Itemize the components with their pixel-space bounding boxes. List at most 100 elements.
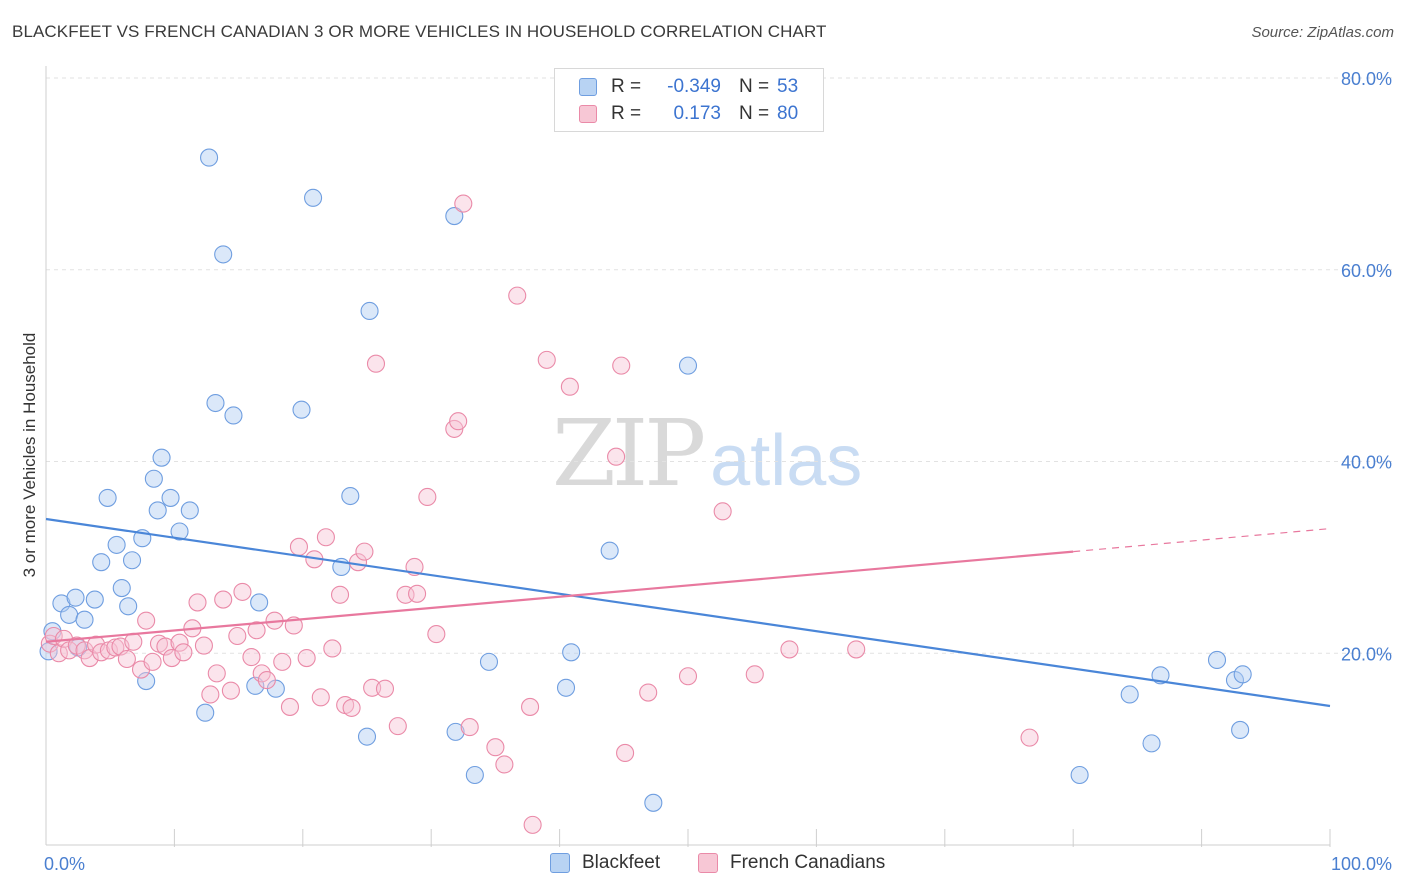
french-canadian-point (612, 356, 631, 375)
french-canadian-trend-extension (1073, 528, 1331, 553)
blackfeet-point (479, 652, 499, 671)
blackfeet-point (341, 486, 360, 506)
blackfeet-point (446, 722, 465, 741)
legend-r-label: R = (611, 103, 642, 124)
french-canadian-point (780, 640, 799, 659)
blackfeet-point (678, 356, 698, 375)
blackfeet-point (600, 541, 619, 560)
french-legend-label: French Canadians (730, 852, 886, 873)
french-canadian-point (214, 590, 233, 609)
french-canadian-point (194, 636, 213, 655)
french-canadian-point (174, 643, 193, 662)
french-canadian-point (311, 688, 330, 707)
blackfeet-point (1207, 650, 1227, 670)
french-canadian-point (143, 652, 162, 671)
french-canadian-point (162, 648, 181, 668)
blackfeet-legend-label: Blackfeet (582, 852, 661, 873)
chart-title: BLACKFEET VS FRENCH CANADIAN 3 OR MORE V… (12, 22, 827, 41)
blackfeet-point (200, 148, 219, 167)
blackfeet-point (357, 727, 377, 746)
french-canadian-point (537, 350, 556, 369)
blackfeet-trend-line (45, 517, 1331, 708)
source-credit: Source: ZipAtlas.com (1251, 24, 1394, 41)
legend-r-value: 0.173 (673, 103, 721, 124)
blackfeet-point (66, 588, 85, 607)
blackfeet-point (180, 501, 199, 520)
french-canadian-point (495, 755, 514, 774)
blackfeet-point (304, 188, 323, 207)
blackfeet-point (1233, 665, 1252, 684)
blackfeet-point (92, 553, 111, 572)
blackfeet-point (250, 593, 269, 612)
french-canadian-point (449, 412, 468, 431)
blackfeet-point (206, 393, 225, 413)
french-canadian-point (388, 717, 407, 736)
watermark-zip: ZIP (552, 400, 706, 507)
french-canadian-point (486, 738, 505, 757)
blackfeet-point (224, 406, 243, 425)
french-canadian-point (366, 354, 386, 373)
french-canadian-point (454, 194, 473, 213)
blackfeet-swatch (579, 78, 597, 96)
french-canadian-point (124, 632, 143, 651)
french-canadian-point (323, 639, 342, 658)
french-canadian-point (342, 698, 361, 717)
legend-n-value: 80 (777, 103, 799, 124)
blackfeet-legend-swatch (550, 853, 570, 873)
french-canadian-point (745, 665, 764, 684)
french-canadian-point (375, 679, 395, 698)
french-canadian-point (330, 585, 350, 604)
blackfeet-point (137, 672, 156, 691)
french-canadian-point (188, 593, 207, 612)
french-canadian-point (847, 640, 866, 659)
blackfeet-point (152, 448, 171, 467)
blackfeet-point (445, 207, 464, 226)
french-canadian-trend-line (45, 550, 1074, 643)
french-canadian-point (523, 815, 542, 834)
french-canadian-point (221, 681, 240, 700)
blackfeet-point (170, 522, 189, 541)
y-tick-label: 80.0% (1341, 69, 1392, 89)
french-canadian-point (1020, 728, 1039, 747)
bottom-legend-blackfeet: Blackfeet (550, 852, 660, 874)
blackfeet-point (119, 597, 138, 616)
y-tick-label: 20.0% (1341, 644, 1392, 664)
french-canadian-point (257, 671, 276, 690)
french-canadian-point (521, 697, 540, 716)
french-canadian-point (106, 638, 125, 657)
french-canadian-point (678, 667, 698, 686)
french-canadian-point (201, 685, 220, 704)
french-canadian-point (560, 377, 579, 396)
blackfeet-point (196, 703, 215, 722)
legend-n-value: 53 (777, 76, 799, 97)
y-tick-label: 60.0% (1341, 261, 1392, 281)
french-canadian-point (607, 447, 626, 466)
blackfeet-point (556, 678, 576, 697)
y-tick-label: 40.0% (1341, 453, 1392, 473)
blackfeet-point (60, 605, 79, 624)
legend-r-label: R = (611, 76, 642, 97)
legend-n-label: N = (739, 76, 770, 97)
x-tick-label: 0.0% (44, 854, 85, 874)
french-canadian-point (508, 286, 527, 305)
watermark: ZIP atlas (552, 400, 862, 507)
french-canadian-point (280, 697, 300, 716)
french-canadian-point (460, 718, 479, 737)
blackfeet-point (75, 610, 94, 629)
blackfeet-point (292, 400, 311, 419)
blackfeet-point (360, 301, 379, 321)
blackfeet-point (144, 469, 163, 488)
blackfeet-point (1231, 720, 1250, 740)
blackfeet-point (644, 793, 663, 812)
blackfeet-point (1142, 734, 1161, 753)
blackfeet-point (214, 245, 233, 264)
french-canadian-point (247, 621, 266, 640)
french-legend-swatch (698, 853, 718, 873)
blackfeet-point (122, 551, 142, 570)
blackfeet-point (161, 488, 180, 507)
blackfeet-point (465, 765, 484, 785)
french-canadian-point (616, 743, 635, 763)
blackfeet-point (98, 488, 117, 507)
french-canadian-point (233, 582, 252, 601)
